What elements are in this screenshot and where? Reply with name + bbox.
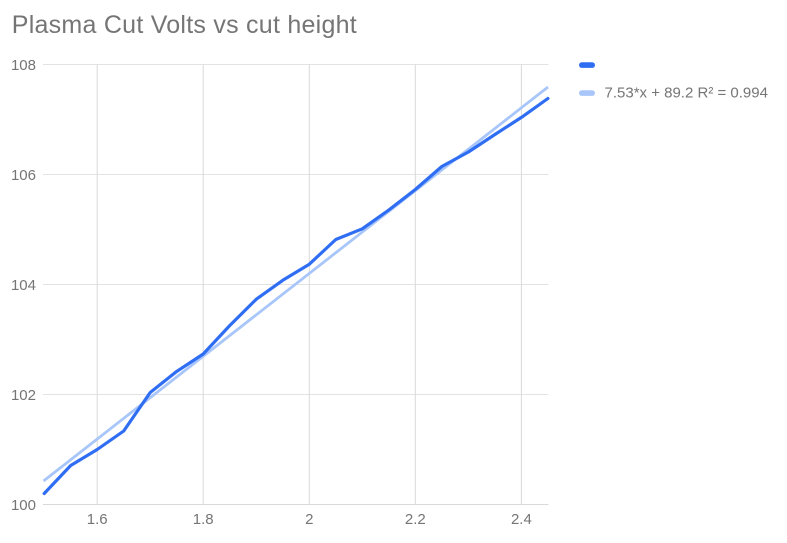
svg-text:108: 108 xyxy=(11,57,36,74)
svg-text:2.4: 2.4 xyxy=(511,511,532,528)
svg-text:7.53*x + 89.2 R² = 0.994: 7.53*x + 89.2 R² = 0.994 xyxy=(605,84,768,101)
svg-text:102: 102 xyxy=(11,387,36,404)
svg-text:104: 104 xyxy=(11,277,36,294)
svg-text:Plasma Cut Volts vs cut height: Plasma Cut Volts vs cut height xyxy=(12,11,357,39)
svg-text:106: 106 xyxy=(11,167,36,184)
svg-text:2.2: 2.2 xyxy=(405,511,426,528)
svg-text:2: 2 xyxy=(305,511,313,528)
svg-text:1.8: 1.8 xyxy=(193,511,214,528)
svg-text:1.6: 1.6 xyxy=(87,511,108,528)
svg-text:100: 100 xyxy=(11,497,36,514)
